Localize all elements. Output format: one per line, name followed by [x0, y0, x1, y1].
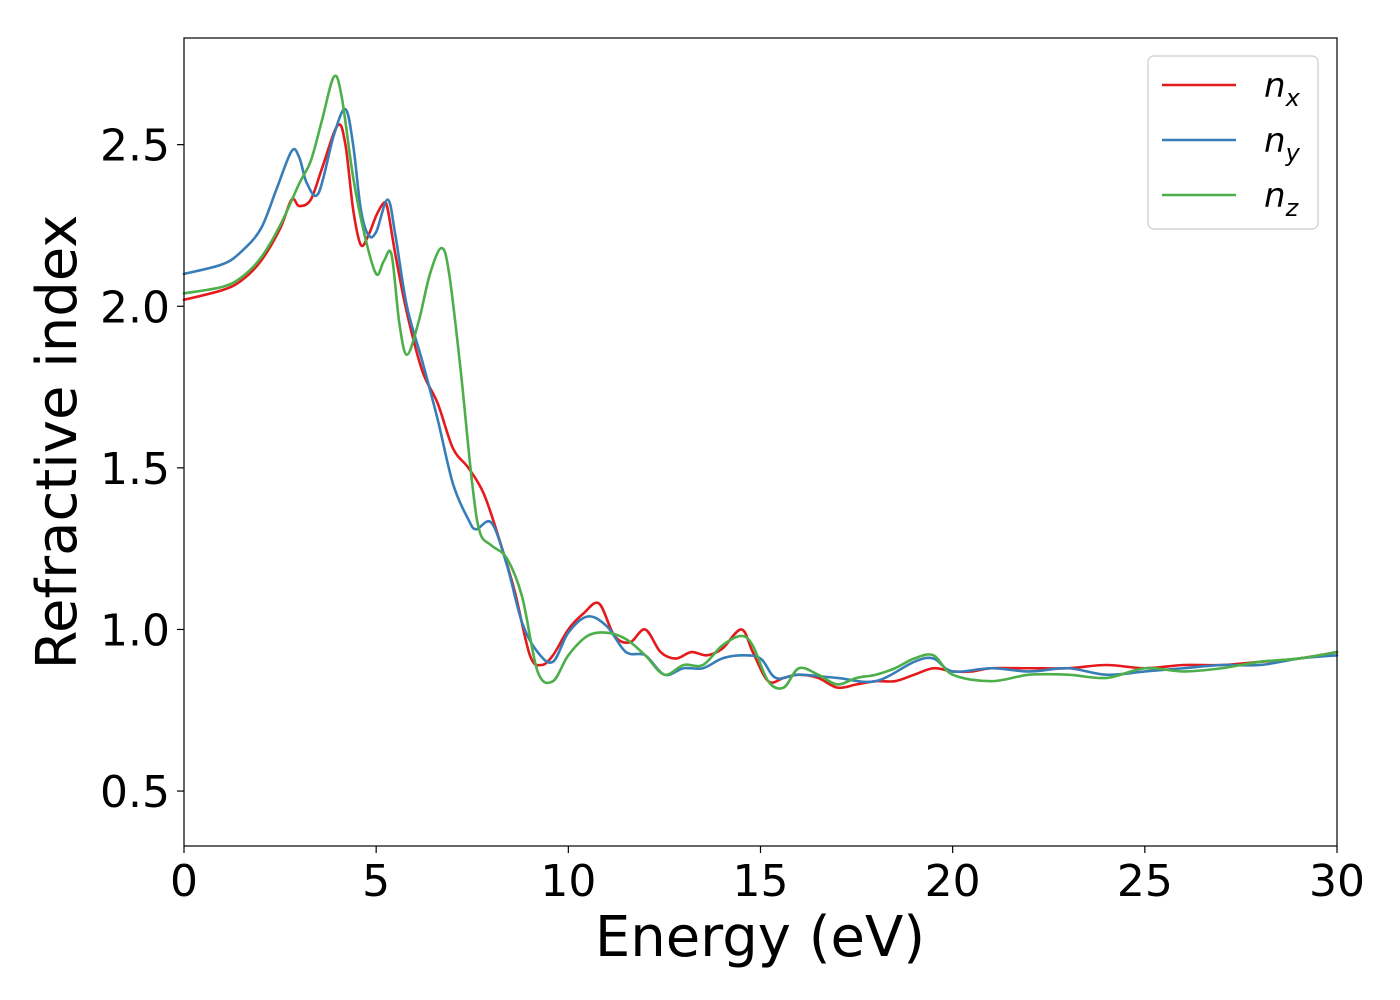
- x-tick-label: 10: [540, 856, 596, 907]
- y-axis-title: Refractive index: [25, 215, 90, 670]
- legend-label-n-z: nz: [1264, 176, 1300, 222]
- series-layer: [182, 74, 1339, 690]
- y-tick-label: 1.5: [100, 444, 170, 495]
- legend-box: [1147, 55, 1319, 230]
- series-line-n-z: [182, 74, 1339, 690]
- y-axis-ticks: 0.5 1.0 1.5 2.0 2.5: [100, 121, 184, 818]
- legend-label-n-y: ny: [1264, 121, 1301, 167]
- x-tick-label: 5: [362, 856, 390, 907]
- x-tick-label: 25: [1117, 856, 1173, 907]
- x-axis-title: Energy (eV): [595, 905, 925, 970]
- series-line-n-y: [182, 107, 1339, 684]
- y-tick-label: 1.0: [100, 605, 170, 656]
- y-tick-label: 2.5: [100, 121, 170, 172]
- y-tick-label: 0.5: [100, 767, 170, 818]
- x-tick-label: 20: [925, 856, 981, 907]
- x-tick-label: 0: [170, 856, 198, 907]
- x-tick-label: 15: [733, 856, 789, 907]
- legend-label-n-x: nx: [1264, 66, 1301, 112]
- legend: nx ny nz: [1147, 55, 1319, 230]
- x-tick-label: 30: [1309, 856, 1365, 907]
- x-axis-ticks: 0 5 10 15 20 25 30: [170, 846, 1365, 907]
- y-tick-label: 2.0: [100, 282, 170, 333]
